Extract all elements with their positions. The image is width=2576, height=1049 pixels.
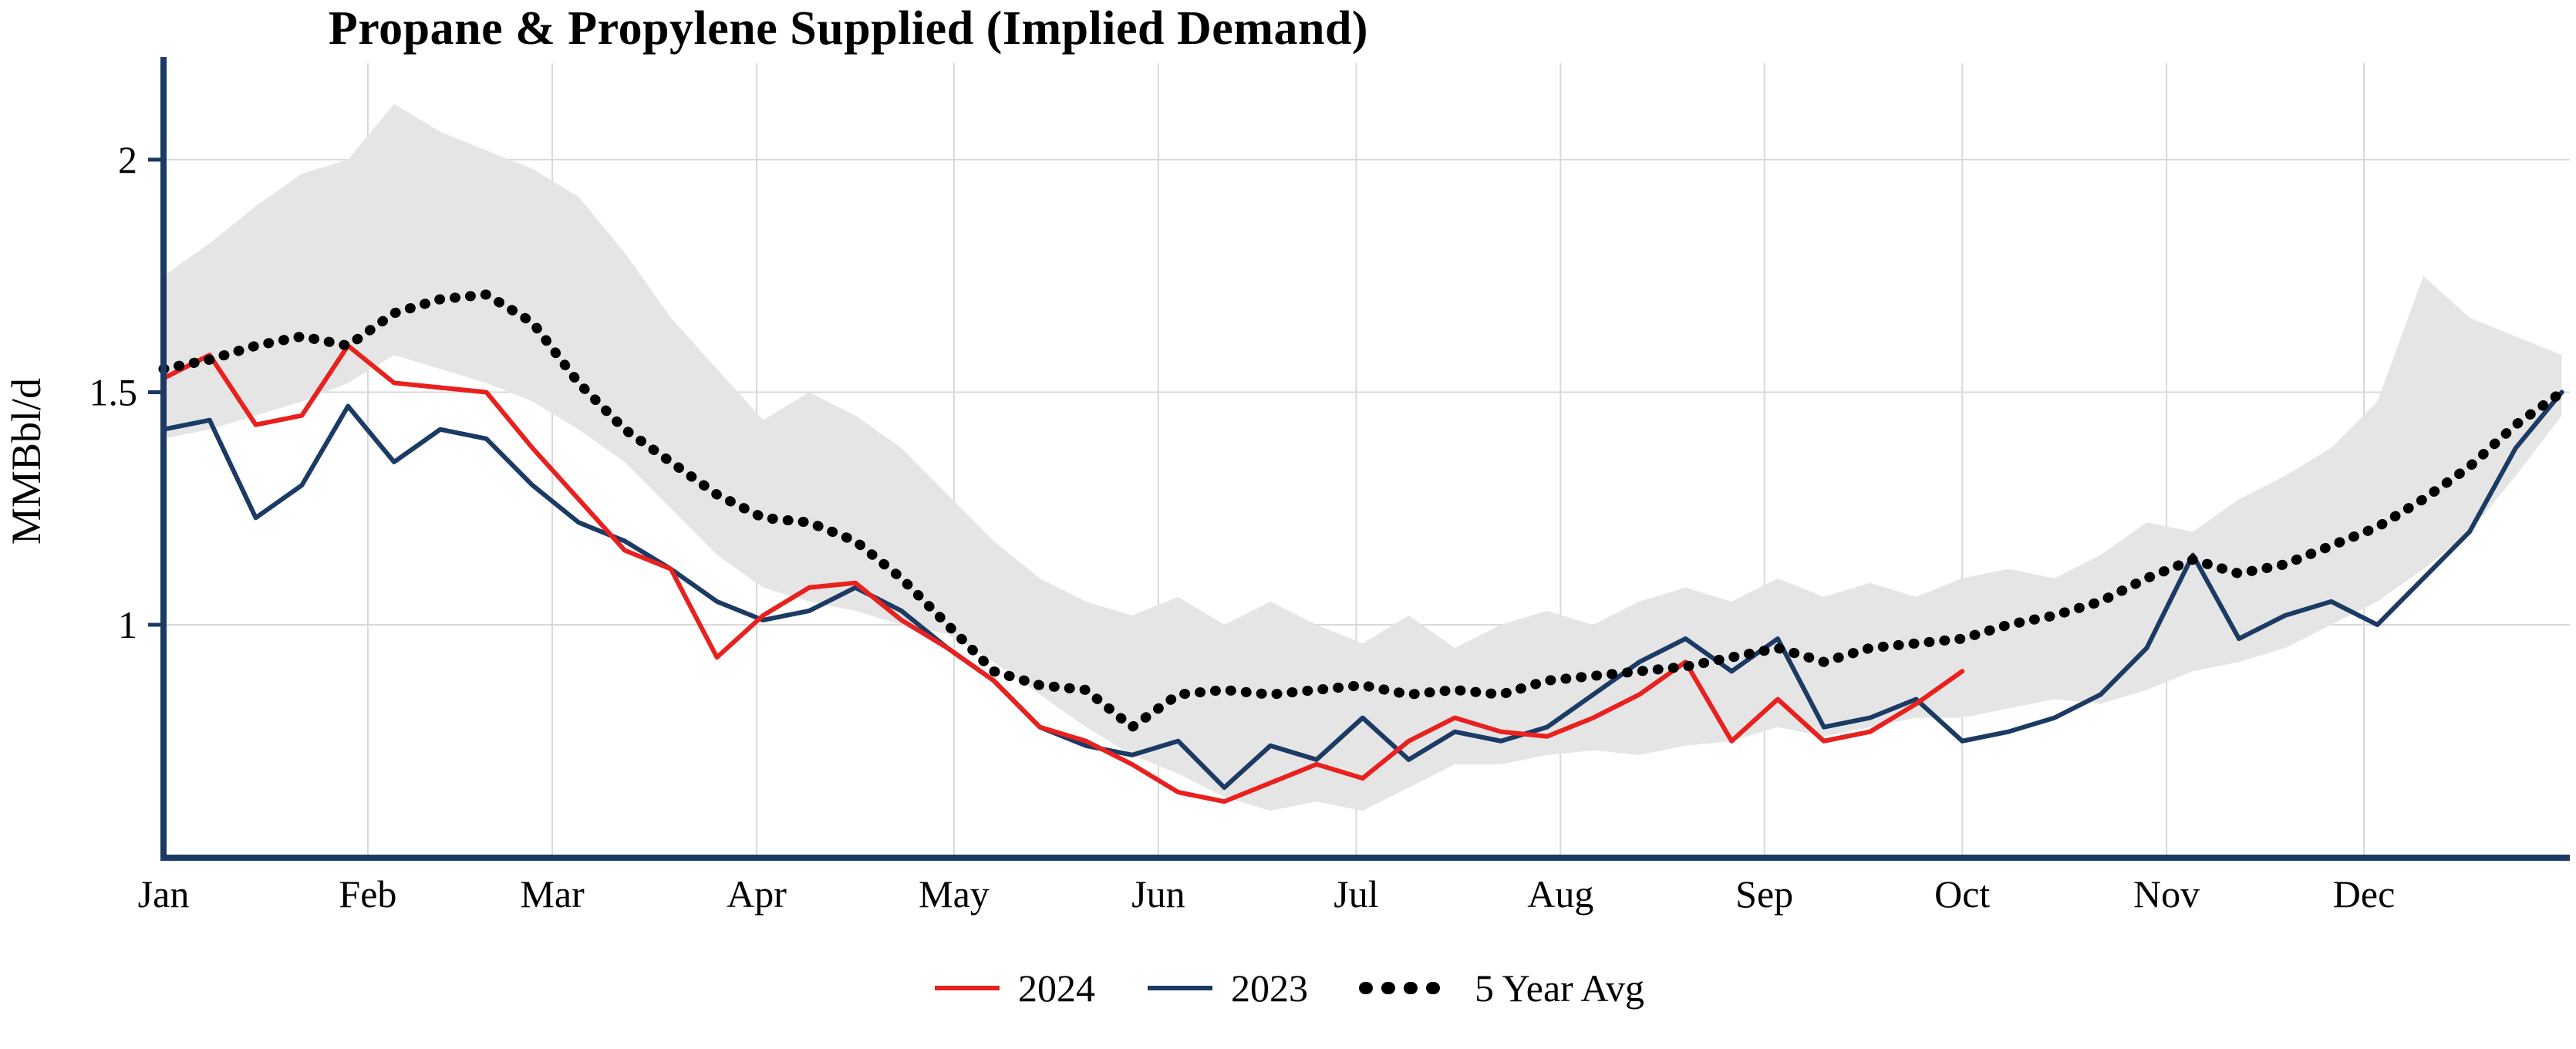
x-tick-label-dec: Dec — [2333, 872, 2396, 916]
series-line-2023 — [161, 390, 2564, 791]
legend-item-2024: 2024 — [932, 966, 1095, 1010]
legend-label-5-year-avg: 5 Year Avg — [1475, 966, 1644, 1010]
x-tick-label-nov: Nov — [2133, 872, 2200, 916]
x-tick-label-may: May — [919, 872, 990, 916]
y-tick-label: 1.5 — [89, 371, 138, 414]
series-line-2024 — [161, 343, 1965, 804]
x-tick-label-sep: Sep — [1735, 872, 1793, 916]
legend-item-5-year-avg: 5 Year Avg — [1357, 966, 1644, 1010]
five-year-range-band — [164, 103, 2562, 811]
x-tick-label-aug: Aug — [1527, 872, 1593, 916]
y-tick-label: 1 — [118, 603, 137, 646]
legend-label-2024: 2024 — [1018, 966, 1096, 1010]
x-tick-label-oct: Oct — [1934, 872, 1990, 916]
legend-swatch-5-year-avg-dotted-line — [1359, 982, 1458, 994]
legend-swatch-2024-line — [935, 986, 1000, 990]
x-tick-label-feb: Feb — [339, 872, 396, 916]
legend-label-2023: 2023 — [1231, 966, 1309, 1010]
x-tick-label-jun: Jun — [1131, 872, 1185, 916]
x-tick-label-jan: Jan — [138, 872, 190, 916]
y-tick-label: 2 — [118, 138, 137, 181]
chart-title: Propane & Propylene Supplied (Implied De… — [328, 2, 1369, 55]
x-tick-label-jul: Jul — [1334, 872, 1378, 916]
legend-item-2023: 2023 — [1145, 966, 1308, 1010]
series-line-5-year-avg — [158, 289, 2568, 733]
y-axis-title: MMBbl/d — [3, 378, 49, 545]
legend: 2024 2023 5 Year Avg — [0, 966, 2576, 1010]
legend-swatch-2023-line — [1148, 986, 1213, 990]
x-tick-label-mar: Mar — [520, 872, 585, 916]
x-tick-label-apr: Apr — [727, 872, 787, 916]
